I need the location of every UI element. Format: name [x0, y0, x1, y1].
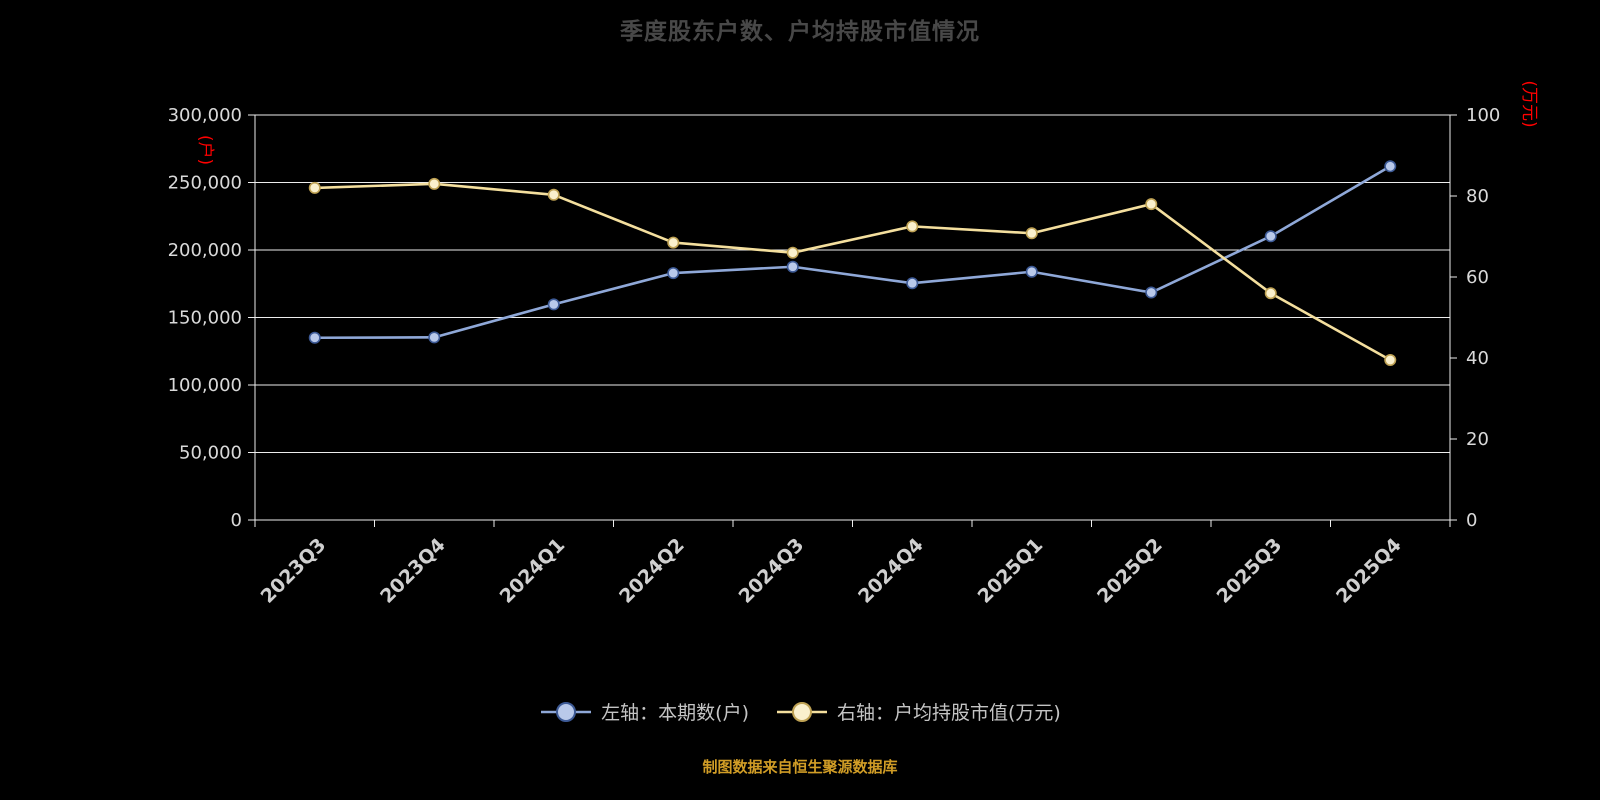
x-axis-label: 2025Q4: [1332, 534, 1406, 608]
data-point: [1025, 227, 1038, 240]
x-axis-label: 2025Q2: [1093, 534, 1167, 608]
x-axis-label: 2024Q1: [496, 534, 570, 608]
data-point: [906, 277, 919, 290]
data-point: [1384, 354, 1397, 367]
quarterly-shareholder-chart: 0 50,000 100,000 150,000 200,000 250,000 300,0…: [168, 80, 1539, 608]
right-axis-tick-label: 80: [1466, 186, 1489, 207]
data-source-note: 制图数据来自恒生聚源数据库: [702, 758, 898, 776]
x-axis-label: 2025Q3: [1213, 534, 1287, 608]
data-point: [1264, 230, 1277, 243]
right-axis-tick-label: 60: [1466, 267, 1489, 288]
right-axis-tick-label: 40: [1466, 348, 1489, 369]
right-axis-unit-label: (万元): [1519, 80, 1539, 127]
legend-item-avg-holding-value: 右轴：户均持股市值(万元): [775, 698, 1061, 725]
data-point: [1025, 265, 1038, 278]
data-point: [667, 267, 680, 280]
left-axis-tick-label: 0: [231, 510, 242, 531]
legend-marker-blue: [541, 701, 592, 722]
left-axis-tick-label: 100,000: [168, 375, 242, 396]
data-point: [1145, 198, 1158, 211]
left-axis-tick-label: 300,000: [168, 105, 242, 126]
data-point: [906, 220, 919, 233]
data-point: [1145, 286, 1158, 299]
legend-marker-yellow: [777, 701, 827, 722]
left-axis-unit-label: (户): [195, 135, 215, 165]
data-point: [667, 236, 680, 249]
x-axis-label: 2023Q4: [376, 534, 450, 608]
left-axis-tick-label: 50,000: [179, 443, 242, 464]
series-line-1: [314, 182, 1391, 362]
x-axis-label: 2025Q1: [974, 534, 1048, 608]
data-point: [308, 331, 321, 344]
data-point: [428, 331, 441, 344]
right-axis-tick-label: 0: [1466, 510, 1477, 531]
legend-label-avg-holding-value: 右轴：户均持股市值(万元): [837, 702, 1061, 724]
legend-item-shareholder-count: 左轴：本期数(户): [539, 698, 749, 725]
data-point: [547, 188, 560, 201]
data-point: [547, 298, 560, 311]
left-axis-tick-label: 150,000: [168, 308, 242, 329]
x-axis-label: 2024Q4: [854, 534, 928, 608]
right-axis-tick-label: 100: [1466, 105, 1500, 126]
data-point: [1264, 287, 1277, 300]
data-point: [786, 246, 799, 259]
x-axis-label: 2023Q3: [257, 534, 331, 608]
chart-legend: 左轴：本期数(户) 右轴：户均持股市值(万元): [0, 698, 1600, 725]
x-axis-label: 2024Q3: [735, 534, 809, 608]
left-axis-tick-label: 250,000: [168, 173, 242, 194]
left-axis-tick-label: 200,000: [168, 240, 242, 261]
legend-label-shareholder-count: 左轴：本期数(户): [601, 702, 749, 724]
x-axis-label: 2024Q2: [615, 534, 689, 608]
data-point: [428, 177, 441, 190]
chart-title: 季度股东户数、户均持股市值情况: [620, 19, 980, 45]
series-line-0: [314, 165, 1391, 340]
data-point: [1384, 160, 1397, 173]
data-point: [786, 260, 799, 273]
data-point: [308, 181, 321, 194]
right-axis-tick-label: 20: [1466, 429, 1489, 450]
chart-area: 0 50,000 100,000 150,000 200,000 250,000 300,0…: [168, 80, 1539, 608]
